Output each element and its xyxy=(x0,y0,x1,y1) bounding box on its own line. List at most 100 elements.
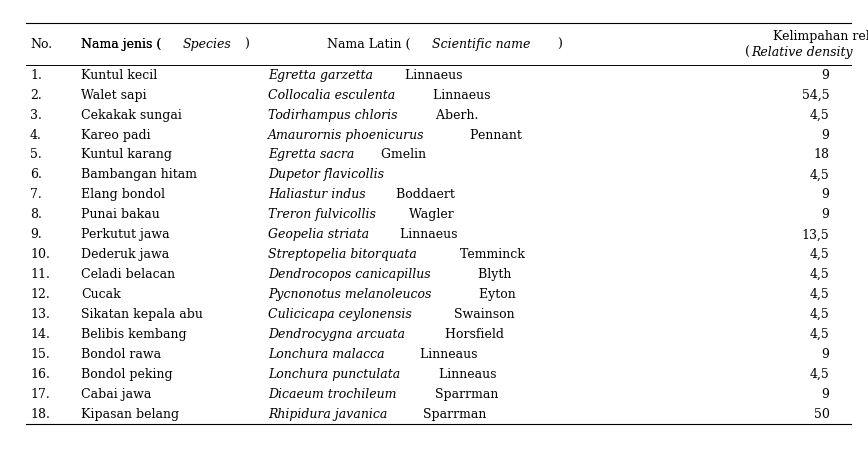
Text: Cucak: Cucak xyxy=(81,288,121,301)
Text: 9.: 9. xyxy=(30,228,42,241)
Text: Temminck: Temminck xyxy=(457,248,525,261)
Text: Linnaeus: Linnaeus xyxy=(396,228,457,241)
Text: Perkutut jawa: Perkutut jawa xyxy=(81,228,169,241)
Text: Dupetor flavicollis: Dupetor flavicollis xyxy=(268,168,385,182)
Text: 12.: 12. xyxy=(30,288,49,301)
Text: Streptopelia bitorquata: Streptopelia bitorquata xyxy=(268,248,417,261)
Text: Belibis kembang: Belibis kembang xyxy=(81,328,187,341)
Text: Walet sapi: Walet sapi xyxy=(81,88,147,102)
Text: 3.: 3. xyxy=(30,109,42,122)
Text: Kuntul kecil: Kuntul kecil xyxy=(81,69,157,82)
Text: Dendrocygna arcuata: Dendrocygna arcuata xyxy=(268,328,405,341)
Text: Bondol peking: Bondol peking xyxy=(81,368,173,381)
Text: Cabai jawa: Cabai jawa xyxy=(81,388,151,401)
Text: Elang bondol: Elang bondol xyxy=(81,189,165,201)
Text: ): ) xyxy=(556,37,562,51)
Text: 4,5: 4,5 xyxy=(810,248,830,261)
Text: 15.: 15. xyxy=(30,348,49,361)
Text: Swainson: Swainson xyxy=(450,308,515,321)
Text: 54,5: 54,5 xyxy=(802,88,830,102)
Text: 1.: 1. xyxy=(30,69,42,82)
Text: Linnaeus: Linnaeus xyxy=(429,88,490,102)
Text: 8.: 8. xyxy=(30,208,42,221)
Text: 2.: 2. xyxy=(30,88,42,102)
Text: Kelimpahan relatif: Kelimpahan relatif xyxy=(773,30,868,43)
Text: 6.: 6. xyxy=(30,168,42,182)
Text: Wagler: Wagler xyxy=(404,208,453,221)
Text: 9: 9 xyxy=(822,129,830,141)
Text: Blyth: Blyth xyxy=(474,268,511,281)
Text: 9: 9 xyxy=(822,69,830,82)
Text: Bondol rawa: Bondol rawa xyxy=(81,348,161,361)
Text: Relative density: Relative density xyxy=(751,46,852,59)
Text: Geopelia striata: Geopelia striata xyxy=(268,228,369,241)
Text: Lonchura malacca: Lonchura malacca xyxy=(268,348,385,361)
Text: 4,5: 4,5 xyxy=(810,168,830,182)
Text: (: ( xyxy=(745,46,750,59)
Text: Egretta sacra: Egretta sacra xyxy=(268,148,354,161)
Text: 4,5: 4,5 xyxy=(810,109,830,122)
Text: Kareo padi: Kareo padi xyxy=(81,129,151,141)
Text: Boddaert: Boddaert xyxy=(391,189,455,201)
Text: 18: 18 xyxy=(813,148,830,161)
Text: 13.: 13. xyxy=(30,308,49,321)
Text: Aberh.: Aberh. xyxy=(432,109,478,122)
Text: Amaurornis phoenicurus: Amaurornis phoenicurus xyxy=(268,129,424,141)
Text: 13,5: 13,5 xyxy=(802,228,830,241)
Text: Cekakak sungai: Cekakak sungai xyxy=(81,109,182,122)
Text: Rhipidura javanica: Rhipidura javanica xyxy=(268,408,387,421)
Text: Species: Species xyxy=(182,37,232,51)
Text: 50: 50 xyxy=(813,408,830,421)
Text: 4.: 4. xyxy=(30,129,42,141)
Text: ): ) xyxy=(244,37,249,51)
Text: Pycnonotus melanoleucos: Pycnonotus melanoleucos xyxy=(268,288,431,301)
Text: 9: 9 xyxy=(822,388,830,401)
Text: Gmelin: Gmelin xyxy=(378,148,426,161)
Text: Sparrman: Sparrman xyxy=(419,408,486,421)
Text: Sparrman: Sparrman xyxy=(431,388,498,401)
Text: Horsfield: Horsfield xyxy=(441,328,504,341)
Text: Collocalia esculenta: Collocalia esculenta xyxy=(268,88,396,102)
Text: No.: No. xyxy=(30,37,52,51)
Text: 5.: 5. xyxy=(30,148,42,161)
Text: Kuntul karang: Kuntul karang xyxy=(81,148,172,161)
Text: 11.: 11. xyxy=(30,268,49,281)
Text: Linneaus: Linneaus xyxy=(436,368,496,381)
Text: Scientific name: Scientific name xyxy=(432,37,530,51)
Text: 9: 9 xyxy=(822,348,830,361)
Text: Todirhampus chloris: Todirhampus chloris xyxy=(268,109,398,122)
Text: 4,5: 4,5 xyxy=(810,268,830,281)
Text: Sikatan kepala abu: Sikatan kepala abu xyxy=(81,308,203,321)
Text: 4,5: 4,5 xyxy=(810,328,830,341)
Text: Linneaus: Linneaus xyxy=(416,348,477,361)
Text: 4,5: 4,5 xyxy=(810,288,830,301)
Text: Treron fulvicollis: Treron fulvicollis xyxy=(268,208,376,221)
Text: Linnaeus: Linnaeus xyxy=(401,69,463,82)
Text: Nama jenis (: Nama jenis ( xyxy=(81,37,161,51)
Text: Haliastur indus: Haliastur indus xyxy=(268,189,365,201)
Text: 9: 9 xyxy=(822,208,830,221)
Text: Dicaeum trochileum: Dicaeum trochileum xyxy=(268,388,397,401)
Text: Eyton: Eyton xyxy=(475,288,516,301)
Text: 14.: 14. xyxy=(30,328,49,341)
Text: Celadi belacan: Celadi belacan xyxy=(81,268,175,281)
Text: 4,5: 4,5 xyxy=(810,308,830,321)
Text: Culicicapa ceylonensis: Culicicapa ceylonensis xyxy=(268,308,412,321)
Text: 10.: 10. xyxy=(30,248,49,261)
Text: Dederuk jawa: Dederuk jawa xyxy=(81,248,169,261)
Text: Dendrocopos canicapillus: Dendrocopos canicapillus xyxy=(268,268,431,281)
Text: 7.: 7. xyxy=(30,189,42,201)
Text: Egretta garzetta: Egretta garzetta xyxy=(268,69,373,82)
Text: Nama jenis (: Nama jenis ( xyxy=(81,37,161,51)
Text: 9: 9 xyxy=(822,189,830,201)
Text: Pennant: Pennant xyxy=(466,129,522,141)
Text: Bambangan hitam: Bambangan hitam xyxy=(81,168,197,182)
Text: 17.: 17. xyxy=(30,388,49,401)
Text: Nama Latin (: Nama Latin ( xyxy=(326,37,411,51)
Text: Punai bakau: Punai bakau xyxy=(81,208,160,221)
Text: 16.: 16. xyxy=(30,368,49,381)
Text: 4,5: 4,5 xyxy=(810,368,830,381)
Text: Lonchura punctulata: Lonchura punctulata xyxy=(268,368,400,381)
Text: 18.: 18. xyxy=(30,408,49,421)
Text: Kipasan belang: Kipasan belang xyxy=(81,408,179,421)
